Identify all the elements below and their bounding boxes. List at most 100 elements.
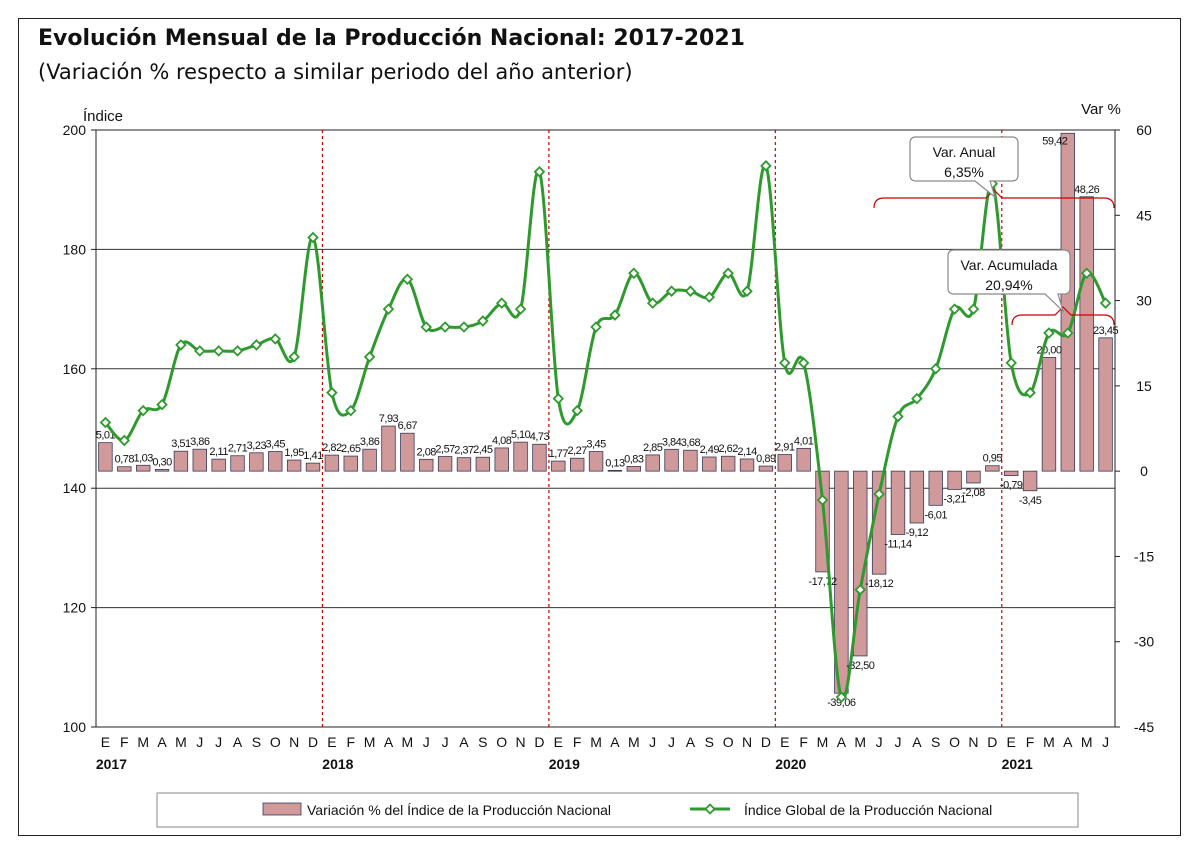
x-tick-label: E	[1007, 734, 1016, 750]
line-point	[514, 303, 527, 315]
line-point	[231, 345, 244, 357]
bar-data-label: 4,73	[530, 431, 550, 443]
line-point	[835, 691, 848, 703]
right-axis-tick-label: -15	[1134, 548, 1154, 564]
bar-data-label: -32,50	[846, 660, 875, 672]
line-point	[911, 392, 923, 405]
bar-data-label: 2,65	[341, 443, 361, 455]
bar-data-label: 2,62	[718, 443, 738, 455]
line-point	[175, 339, 187, 351]
x-tick-label: M	[137, 734, 149, 750]
x-tick-label: M	[590, 734, 602, 750]
right-axis-tick-label: 0	[1140, 463, 1148, 479]
bar	[683, 449, 698, 472]
line-point	[628, 267, 640, 280]
bar-data-label: 2,85	[643, 442, 663, 454]
bar	[664, 448, 679, 472]
bar-data-label: 3,45	[266, 439, 286, 451]
legend-line-marker	[704, 803, 716, 815]
line-point	[401, 273, 414, 286]
line-point	[458, 321, 470, 333]
x-tick-label: M	[175, 734, 187, 750]
bar-data-label: 2,45	[473, 444, 493, 456]
year-label: 2017	[96, 756, 127, 772]
bar-data-label: -3,45	[1019, 495, 1042, 507]
bar	[305, 462, 321, 472]
x-tick-label: J	[894, 734, 901, 750]
line-point	[363, 351, 376, 363]
chart-frame	[18, 18, 1181, 836]
bar-data-label: -9,12	[906, 527, 929, 539]
line-point	[1080, 267, 1093, 280]
line-point	[382, 303, 395, 315]
bar	[570, 457, 585, 472]
line-point	[1043, 327, 1055, 339]
x-tick-label: F	[1026, 734, 1035, 750]
x-tick-label: O	[496, 734, 507, 750]
line-point	[741, 285, 753, 297]
bar	[551, 460, 566, 472]
bar	[475, 456, 491, 472]
bar-data-label: -2,08	[962, 487, 985, 499]
bar-data-label: 7,93	[379, 413, 399, 425]
bar-data-label: 20,00	[1036, 344, 1061, 356]
line-point	[778, 357, 791, 369]
year-label: 2018	[322, 756, 353, 772]
x-tick-label: A	[1063, 734, 1073, 750]
bar	[947, 470, 962, 490]
x-tick-label: S	[705, 734, 714, 750]
right-axis-tick-label: 45	[1136, 207, 1152, 223]
x-tick-label: M	[1081, 734, 1093, 750]
bar-data-label: 3,51	[171, 438, 191, 450]
line-point	[590, 321, 602, 333]
right-axis-tick-label: 60	[1136, 122, 1152, 138]
x-tick-label: S	[478, 734, 487, 750]
bar	[739, 458, 755, 472]
left-axis-tick-label: 120	[63, 600, 87, 616]
line-point	[533, 166, 546, 178]
left-axis-tick-label: 180	[63, 241, 87, 257]
line-point	[873, 488, 885, 500]
bar-data-label: 2,11	[209, 446, 228, 458]
bar	[1022, 470, 1038, 492]
left-axis-tick-label: 160	[63, 361, 87, 377]
x-tick-label: M	[854, 734, 866, 750]
right-axis-tick-label: -30	[1134, 634, 1154, 650]
left-axis-tick-label: 140	[63, 480, 87, 496]
x-tick-label: E	[780, 734, 789, 750]
bar	[1079, 196, 1094, 472]
legend: Variación % del Índice de la Producción …	[156, 792, 1079, 828]
accumulated-bracket	[1011, 306, 1115, 326]
bar-data-label: -0,79	[1000, 480, 1023, 492]
plot-area	[95, 129, 1116, 728]
left-axis-label: Índice	[83, 108, 123, 125]
bar	[135, 464, 151, 472]
bar	[720, 455, 736, 472]
bar	[98, 442, 113, 472]
year-label: 2020	[775, 756, 806, 772]
bar	[456, 457, 472, 472]
bar	[381, 425, 396, 472]
line-point	[665, 285, 678, 297]
bar	[928, 470, 943, 506]
right-axis-tick-label: -45	[1134, 719, 1154, 735]
bar-data-label: -39,06	[827, 697, 856, 709]
x-tick-label: J	[442, 734, 449, 750]
x-tick-label: J	[668, 734, 675, 750]
line-point	[194, 345, 206, 357]
line-point	[929, 363, 942, 375]
bar-data-label: 0,78	[115, 454, 135, 466]
x-tick-label: A	[912, 734, 922, 750]
x-tick-label: E	[101, 734, 110, 750]
x-tick-label: N	[289, 734, 299, 750]
bar-data-label: 48,26	[1074, 184, 1099, 196]
bar	[985, 465, 1000, 472]
x-tick-label: M	[1043, 734, 1055, 750]
bar	[192, 448, 207, 472]
line-point	[307, 231, 319, 244]
line-point	[477, 315, 489, 327]
bar-data-label: 0,95	[983, 453, 1003, 465]
bar	[588, 451, 604, 472]
line-point	[495, 297, 508, 309]
bar-data-label: 1,95	[284, 447, 304, 459]
